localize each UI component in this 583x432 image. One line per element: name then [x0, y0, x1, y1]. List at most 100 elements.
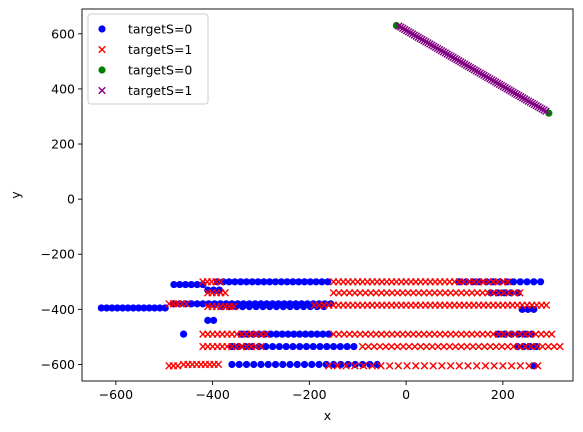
- scatter-point: [282, 342, 290, 351]
- scatter-point: [140, 304, 148, 312]
- scatter-point: [199, 300, 207, 308]
- scatter-point: [235, 360, 243, 369]
- legend: targetS=0 targetS=1 targetS=0 targetS=1: [87, 13, 209, 105]
- legend-marker: [98, 45, 106, 54]
- scatter-x-point: [547, 330, 556, 338]
- scatter-x-point: [542, 301, 551, 310]
- scatter-x-point: [445, 342, 454, 351]
- scatter-x-point: [490, 362, 498, 370]
- scatter-point: [129, 304, 137, 312]
- scatter-point: [259, 303, 267, 311]
- scatter-point: [187, 300, 195, 308]
- scatter-point: [293, 303, 301, 311]
- scatter-point: [324, 278, 332, 286]
- scatter-point: [232, 303, 240, 311]
- scatter-point: [271, 278, 280, 286]
- y-tick-label: −200: [41, 247, 75, 262]
- scatter-point: [145, 304, 153, 312]
- scatter-point: [308, 360, 316, 369]
- legend-marker: [98, 86, 106, 95]
- scatter-point: [289, 278, 297, 286]
- scatter-x-point: [230, 302, 238, 311]
- scatter-point: [350, 342, 358, 351]
- y-tick-label: −600: [41, 357, 75, 372]
- legend-item: targetS=1: [98, 83, 192, 98]
- legend-label: targetS=0: [128, 22, 192, 37]
- scatter-x-point: [420, 362, 429, 370]
- legend-marker: [98, 66, 106, 74]
- data-marks: [97, 21, 564, 370]
- y-tick-label: 0: [67, 192, 75, 207]
- scatter-x-point: [556, 342, 564, 351]
- scatter-point: [290, 330, 298, 338]
- scatter-point: [103, 304, 111, 312]
- x-axis-label: x: [324, 408, 331, 423]
- scatter-x-point: [507, 362, 516, 370]
- scatter-point: [279, 303, 287, 311]
- scatter-x-point: [440, 342, 448, 351]
- scatter-point: [134, 304, 143, 312]
- scatter-point: [307, 330, 315, 338]
- scatter-x-point: [405, 342, 413, 351]
- scatter-point: [329, 342, 338, 351]
- scatter-point: [266, 303, 274, 311]
- scatter-x-point: [376, 342, 384, 351]
- scatter-x-point: [474, 342, 483, 351]
- scatter-point: [239, 303, 247, 311]
- legend-item: targetS=0: [98, 22, 192, 37]
- scatter-x-point: [521, 342, 529, 351]
- scatter-x-point: [469, 342, 477, 351]
- scatter-point: [245, 303, 253, 311]
- scatter-x-point: [434, 342, 442, 351]
- scatter-point: [312, 278, 320, 286]
- scatter-x-point: [486, 342, 495, 351]
- scatter-point: [293, 360, 301, 369]
- scatter-x-point: [377, 362, 385, 370]
- scatter-point: [279, 360, 287, 369]
- scatter-point: [237, 278, 245, 286]
- scatter-point: [266, 278, 274, 286]
- scatter-point: [272, 303, 281, 311]
- scatter-point: [242, 278, 251, 286]
- scatter-x-point: [463, 342, 471, 351]
- scatter-point: [523, 278, 531, 286]
- legend-marker: [98, 25, 106, 33]
- scatter-point: [268, 342, 277, 351]
- scatter-x-point: [393, 342, 402, 351]
- scatter-point: [286, 360, 294, 369]
- x-tick-label: 0: [402, 387, 410, 402]
- scatter-x-point: [428, 342, 437, 351]
- scatter-x-point: [525, 362, 533, 370]
- y-tick-label: 600: [51, 26, 75, 41]
- scatter-point: [278, 330, 286, 338]
- scatter-point: [296, 330, 304, 338]
- y-tick-label: 400: [51, 81, 75, 96]
- x-tick-label: −600: [99, 387, 133, 402]
- scatter-point: [187, 280, 195, 289]
- scatter-x-point: [411, 342, 419, 351]
- scatter-x-point: [544, 342, 553, 351]
- scatter-point: [514, 330, 522, 338]
- scatter-point: [336, 342, 344, 351]
- scatter-x-point: [527, 342, 535, 351]
- scatter-x-point: [532, 342, 541, 351]
- scatter-point: [113, 304, 121, 312]
- scatter-point: [319, 330, 327, 338]
- scatter-point: [366, 360, 374, 369]
- scatter-x-point: [416, 342, 425, 351]
- scatter-point: [322, 360, 330, 369]
- scatter-point: [289, 342, 297, 351]
- legend-label: targetS=0: [128, 63, 192, 78]
- scatter-point: [306, 278, 314, 286]
- scatter-x-point: [214, 360, 223, 369]
- legend-item: targetS=1: [98, 42, 192, 57]
- scatter-x-point: [385, 362, 394, 370]
- scatter-point: [309, 342, 317, 351]
- y-axis-label: y: [8, 191, 23, 199]
- scatter-x-point: [464, 362, 472, 370]
- scatter-point: [254, 278, 262, 286]
- scatter-point: [228, 360, 236, 369]
- scatter-x-point: [257, 342, 265, 351]
- scatter-point: [262, 342, 270, 351]
